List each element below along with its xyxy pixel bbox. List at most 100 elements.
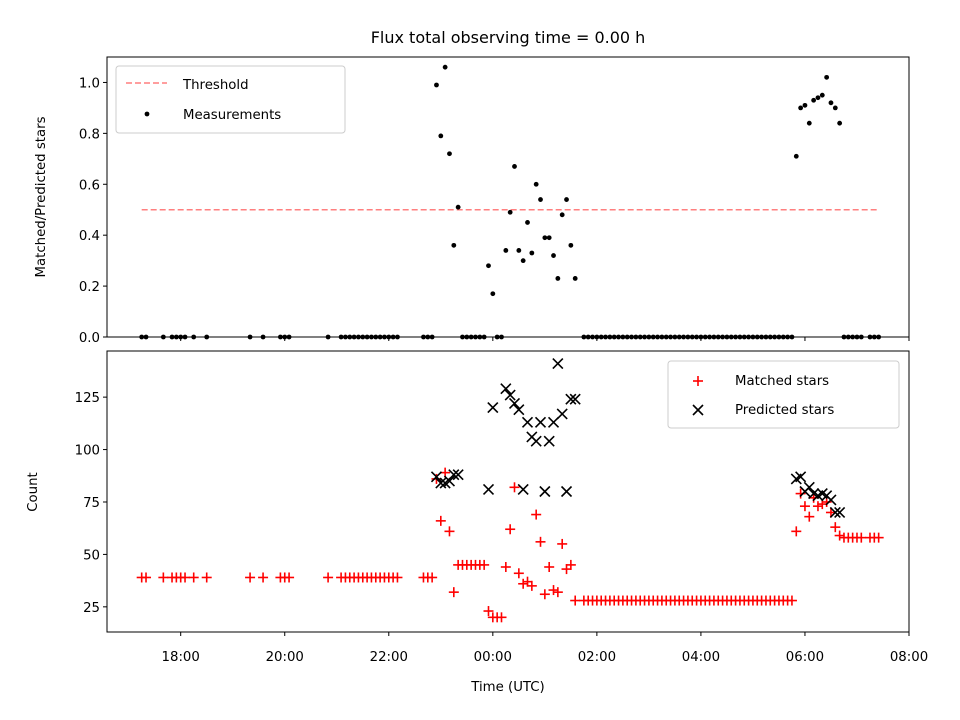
predicted-star-point	[504, 389, 516, 401]
matched-star-point	[258, 572, 269, 583]
predicted-star-point	[482, 483, 495, 495]
matched-star-point	[435, 515, 446, 526]
top-y-tick-label: 0.0	[79, 331, 100, 346]
legend-measurements-swatch	[144, 111, 150, 117]
measurement-point	[798, 105, 804, 111]
measurement-point	[512, 164, 517, 169]
matched-star-point	[561, 564, 572, 575]
x-tick-label: 18:00	[162, 650, 200, 665]
top-legend: Threshold Measurements	[115, 65, 346, 134]
predicted-star-marker-b	[435, 477, 447, 489]
predicted-star-marker-b	[482, 483, 495, 495]
predicted-star-marker-b	[569, 393, 581, 405]
matched-star-point	[509, 482, 520, 493]
matched-star-point	[570, 595, 581, 606]
bottom-legend: Matched stars Predicted stars	[667, 360, 900, 429]
x-tick-label: 04:00	[682, 650, 720, 665]
matched-star-point	[830, 522, 841, 533]
predicted-star-marker-b	[547, 416, 560, 428]
predicted-star-point	[547, 416, 560, 428]
matched-star-point	[856, 532, 867, 543]
measurement-point	[516, 248, 522, 253]
measurement-point	[819, 92, 825, 98]
x-tick-label: 22:00	[370, 650, 408, 665]
predicted-star-marker-b	[500, 383, 512, 395]
predicted-star-point	[521, 416, 534, 428]
predicted-star-marker-b	[552, 358, 564, 370]
measurement-point	[551, 253, 556, 258]
bottom-y-axis-label: Count	[26, 472, 41, 512]
predicted-star-point	[500, 383, 512, 395]
measurement-point	[447, 151, 452, 157]
matched-star-point	[791, 526, 802, 537]
bottom-y-tick-label: 100	[75, 444, 100, 459]
matched-star-point	[518, 578, 529, 589]
predicted-star-marker-b	[803, 481, 815, 493]
matched-star-point	[834, 530, 845, 541]
matched-star-point	[500, 561, 511, 572]
measurement-point	[811, 97, 817, 103]
x-tick-label: 00:00	[474, 650, 512, 665]
matched-star-point	[544, 561, 555, 572]
predicted-star-point	[448, 469, 460, 481]
predicted-star-marker-b	[530, 435, 542, 447]
measurement-point	[486, 263, 491, 269]
measurement-point	[442, 64, 448, 70]
matched-star-point	[812, 501, 823, 512]
predicted-star-point	[569, 393, 581, 405]
matched-star-point	[873, 532, 884, 543]
matched-star-point	[479, 559, 490, 570]
chart-title: Flux total observing time = 0.00 h	[371, 28, 646, 47]
top-y-axis-label: Matched/Predicted stars	[34, 116, 49, 277]
top-y-tick-label: 0.2	[79, 280, 100, 295]
matched-star-point	[526, 580, 537, 591]
bottom-panel: 25 50 75 100 125 18:00 20:00 22:00 00:00 02:00 04…	[26, 350, 928, 695]
matched-star-point	[141, 572, 152, 583]
predicted-star-point	[530, 435, 542, 447]
measurement-point	[533, 181, 539, 187]
matched-star-point	[158, 572, 169, 583]
measurement-point	[806, 120, 812, 126]
measurement-point	[815, 95, 821, 101]
predicted-star-marker-b	[487, 402, 499, 414]
matched-star-point	[323, 572, 334, 583]
matched-star-point	[427, 572, 438, 583]
predicted-star-point	[508, 397, 521, 409]
legend-measurements-label: Measurements	[183, 108, 281, 123]
top-y-tick-label: 0.8	[79, 127, 100, 142]
matched-star-point	[496, 612, 507, 623]
predicted-star-marker-b	[816, 488, 828, 500]
predicted-star-point	[825, 494, 837, 506]
legend-matched-label: Matched stars	[735, 374, 829, 389]
x-tick-label: 06:00	[786, 650, 824, 665]
top-axes-frame	[106, 56, 910, 338]
measurement-point	[832, 105, 838, 111]
predicted-star-marker-b	[565, 393, 577, 405]
bottom-legend-box	[667, 360, 900, 429]
x-tick-label: 20:00	[266, 650, 304, 665]
top-y-tick-label: 1.0	[79, 76, 100, 91]
measurement-point	[555, 276, 561, 281]
predicted-star-marker-b	[829, 506, 841, 519]
x-tick-label: 02:00	[578, 650, 616, 665]
predicted-star-marker-b	[508, 397, 521, 409]
measurement-point	[434, 82, 439, 88]
measurement-point	[564, 197, 569, 202]
predicted-star-point	[565, 393, 577, 405]
measurement-point	[559, 212, 565, 218]
measurement-point	[455, 204, 461, 210]
measurement-point	[802, 102, 808, 108]
predicted-star-marker-b	[560, 485, 573, 498]
bottom-y-tick-label: 75	[83, 496, 100, 511]
predicted-star-point	[487, 402, 499, 414]
matched-star-point	[448, 587, 459, 598]
bottom-axes-frame	[106, 350, 910, 633]
measurement-point	[568, 242, 574, 248]
predicted-star-point	[834, 506, 846, 519]
top-legend-box	[115, 65, 346, 134]
bottom-y-ticks: 25 50 75 100 125	[75, 391, 107, 616]
predicted-star-point	[513, 404, 525, 416]
matched-star-point	[531, 509, 542, 520]
x-tick-label: 08:00	[890, 650, 928, 665]
